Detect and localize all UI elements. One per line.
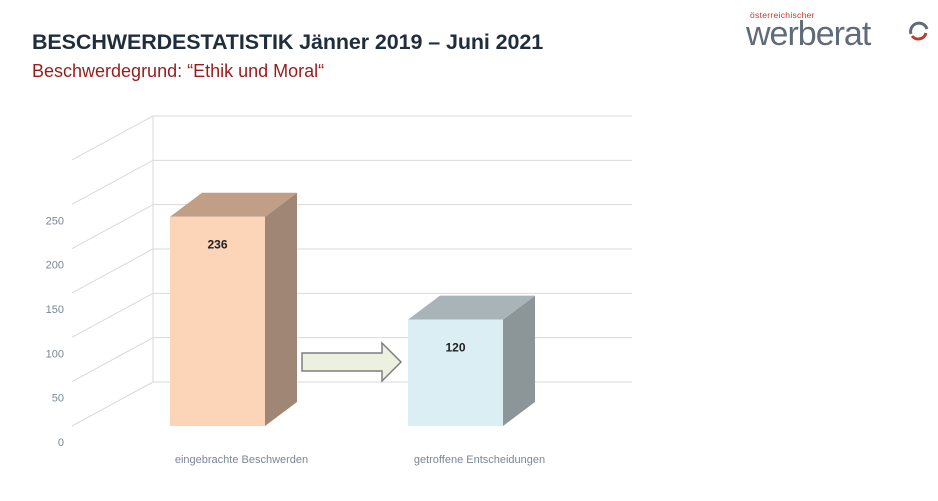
grid-diagonal [71, 337, 154, 383]
grid-lines [71, 115, 632, 427]
grid-diagonal [71, 248, 154, 294]
grid-diagonal [71, 159, 154, 205]
bar-top [408, 295, 535, 320]
werberat-logo: österreichischer werberat [744, 10, 934, 54]
category-label: eingebrachte Beschwerden [175, 454, 308, 466]
category-label: getroffene Entscheidungen [414, 454, 545, 466]
logo-main-text: werberat [746, 15, 871, 53]
y-tick-label: 250 [46, 215, 64, 227]
y-tick-label: 50 [52, 393, 64, 405]
bars [170, 192, 535, 426]
logo-swoosh-icon [909, 21, 929, 41]
grid-diagonal [71, 292, 154, 338]
logo-small-text: österreichischer [750, 10, 815, 20]
y-tick-label: 0 [58, 437, 64, 449]
y-tick-label: 150 [46, 304, 64, 316]
arrow-icon [301, 341, 403, 383]
bar-side [265, 192, 297, 426]
grid-diagonal [71, 381, 154, 427]
bar [408, 319, 503, 426]
grid-diagonal [71, 204, 154, 250]
bar-side [503, 295, 535, 426]
bar-top [170, 192, 297, 217]
bar [170, 216, 265, 426]
arrow-annotation [301, 341, 403, 383]
y-tick-label: 100 [46, 348, 64, 360]
labels: 236 eingebrachte Beschwerden 120 getroffene… [175, 238, 545, 466]
page-title: BESCHWERDESTATISTIK Jänner 2019 – Juni 2… [32, 30, 544, 54]
y-axis-ticks: 0 50 100 150 200 250 [46, 215, 64, 449]
data-label: 120 [445, 341, 465, 355]
grid-diagonal [71, 115, 154, 161]
y-tick-label: 200 [46, 260, 64, 272]
data-label: 236 [207, 238, 227, 252]
page-subtitle: Beschwerdegrund: “Ethik und Moral“ [32, 61, 325, 81]
